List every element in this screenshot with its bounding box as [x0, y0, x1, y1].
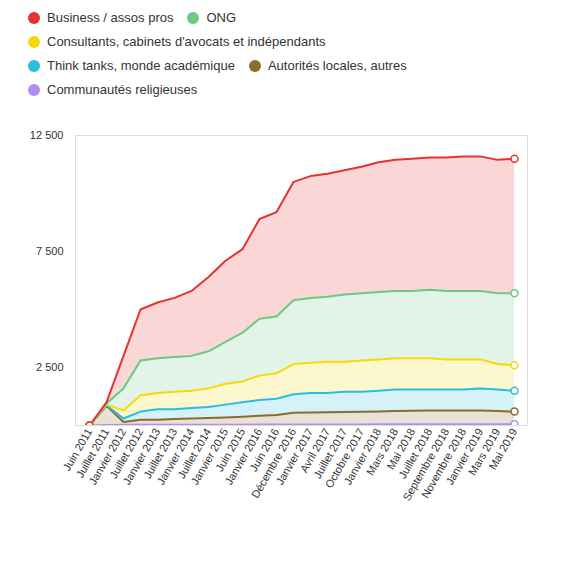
html-text:Communautés religieuses: Communautés religieuses — [47, 82, 198, 97]
svg-text:Décembre 2016: Décembre 2016 — [248, 426, 299, 501]
svg-text:Janvier 2016: Janvier 2016 — [222, 426, 265, 487]
svg-text:Juillet 2018: Juillet 2018 — [396, 426, 435, 481]
svg-text:12 500: 12 500 — [30, 129, 64, 141]
svg-text:Novembre 2018: Novembre 2018 — [418, 426, 469, 501]
svg-text:Juin 2016: Juin 2016 — [247, 426, 282, 474]
svg-text:Juillet 2012: Juillet 2012 — [107, 426, 146, 481]
svg-text:7 500: 7 500 — [36, 245, 64, 257]
svg-text:Septembre 2018: Septembre 2018 — [400, 426, 452, 503]
svg-text:Mai 2018: Mai 2018 — [384, 426, 418, 472]
svg-text:Janvier 2013: Janvier 2013 — [120, 426, 163, 487]
html-text:Think tanks, monde académique: Think tanks, monde académique — [47, 58, 235, 73]
svg-text:Janvier 2019: Janvier 2019 — [443, 426, 486, 487]
svg-text:Avril 2017: Avril 2017 — [297, 426, 333, 475]
html-text:ONG: ONG — [206, 10, 237, 25]
svg-text:Juillet 2013: Juillet 2013 — [141, 426, 180, 481]
svg-text:Mars 2018: Mars 2018 — [363, 426, 401, 478]
svg-text:Octobre 2017: Octobre 2017 — [322, 426, 367, 490]
svg-text:Mai 2019: Mai 2019 — [486, 426, 519, 471]
svg-text:Juin 2015: Juin 2015 — [213, 426, 248, 474]
svg-text:Janvier 2014: Janvier 2014 — [154, 426, 197, 487]
html-text:Consultants, cabinets d'avocat: Consultants, cabinets d'avocats et indép… — [47, 34, 326, 49]
svg-text:Juillet 2017: Juillet 2017 — [311, 426, 350, 481]
svg-text:Juillet 2014: Juillet 2014 — [175, 426, 214, 481]
html-text:Business / assos pros: Business / assos pros — [47, 10, 174, 25]
svg-text:Janvier 2015: Janvier 2015 — [188, 426, 231, 487]
svg-text:Janvier 2017: Janvier 2017 — [273, 426, 316, 487]
svg-text:Juillet 2011: Juillet 2011 — [73, 426, 112, 480]
svg-text:Mars 2019: Mars 2019 — [465, 426, 503, 478]
svg-text:2 500: 2 500 — [36, 361, 64, 373]
svg-text:Juin 2011: Juin 2011 — [60, 426, 95, 473]
svg-text:Janvier 2018: Janvier 2018 — [341, 426, 384, 487]
svg-text:Janvier 2012: Janvier 2012 — [86, 426, 129, 487]
html-text:Autorités locales, autres: Autorités locales, autres — [267, 58, 407, 73]
